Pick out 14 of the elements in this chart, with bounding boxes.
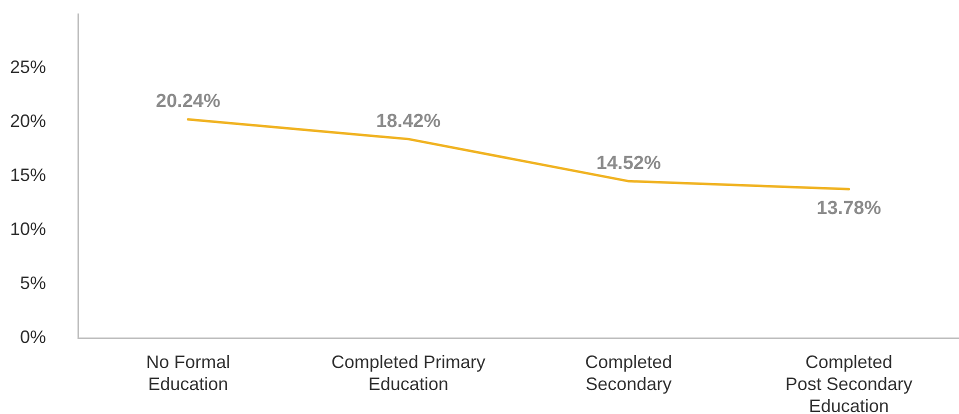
y-tick-label: 15%: [10, 164, 46, 185]
x-tick-label: Completed Post Secondary Education: [785, 352, 912, 414]
data-label: 18.42%: [376, 110, 441, 132]
data-label: 20.24%: [156, 91, 220, 112]
data-label: 13.78%: [816, 198, 882, 219]
y-tick-label: 5%: [20, 272, 46, 293]
data-label: 14.52%: [596, 152, 661, 174]
y-tick-label: 0%: [20, 326, 46, 347]
x-tick-label: No Formal Education: [146, 352, 230, 394]
y-tick-label: 10%: [10, 218, 46, 239]
y-tick-label: 25%: [10, 56, 46, 77]
x-tick-label: Completed Primary Education: [331, 352, 486, 394]
y-tick-label: 20%: [10, 110, 46, 131]
x-tick-label: Completed Secondary: [585, 352, 672, 394]
